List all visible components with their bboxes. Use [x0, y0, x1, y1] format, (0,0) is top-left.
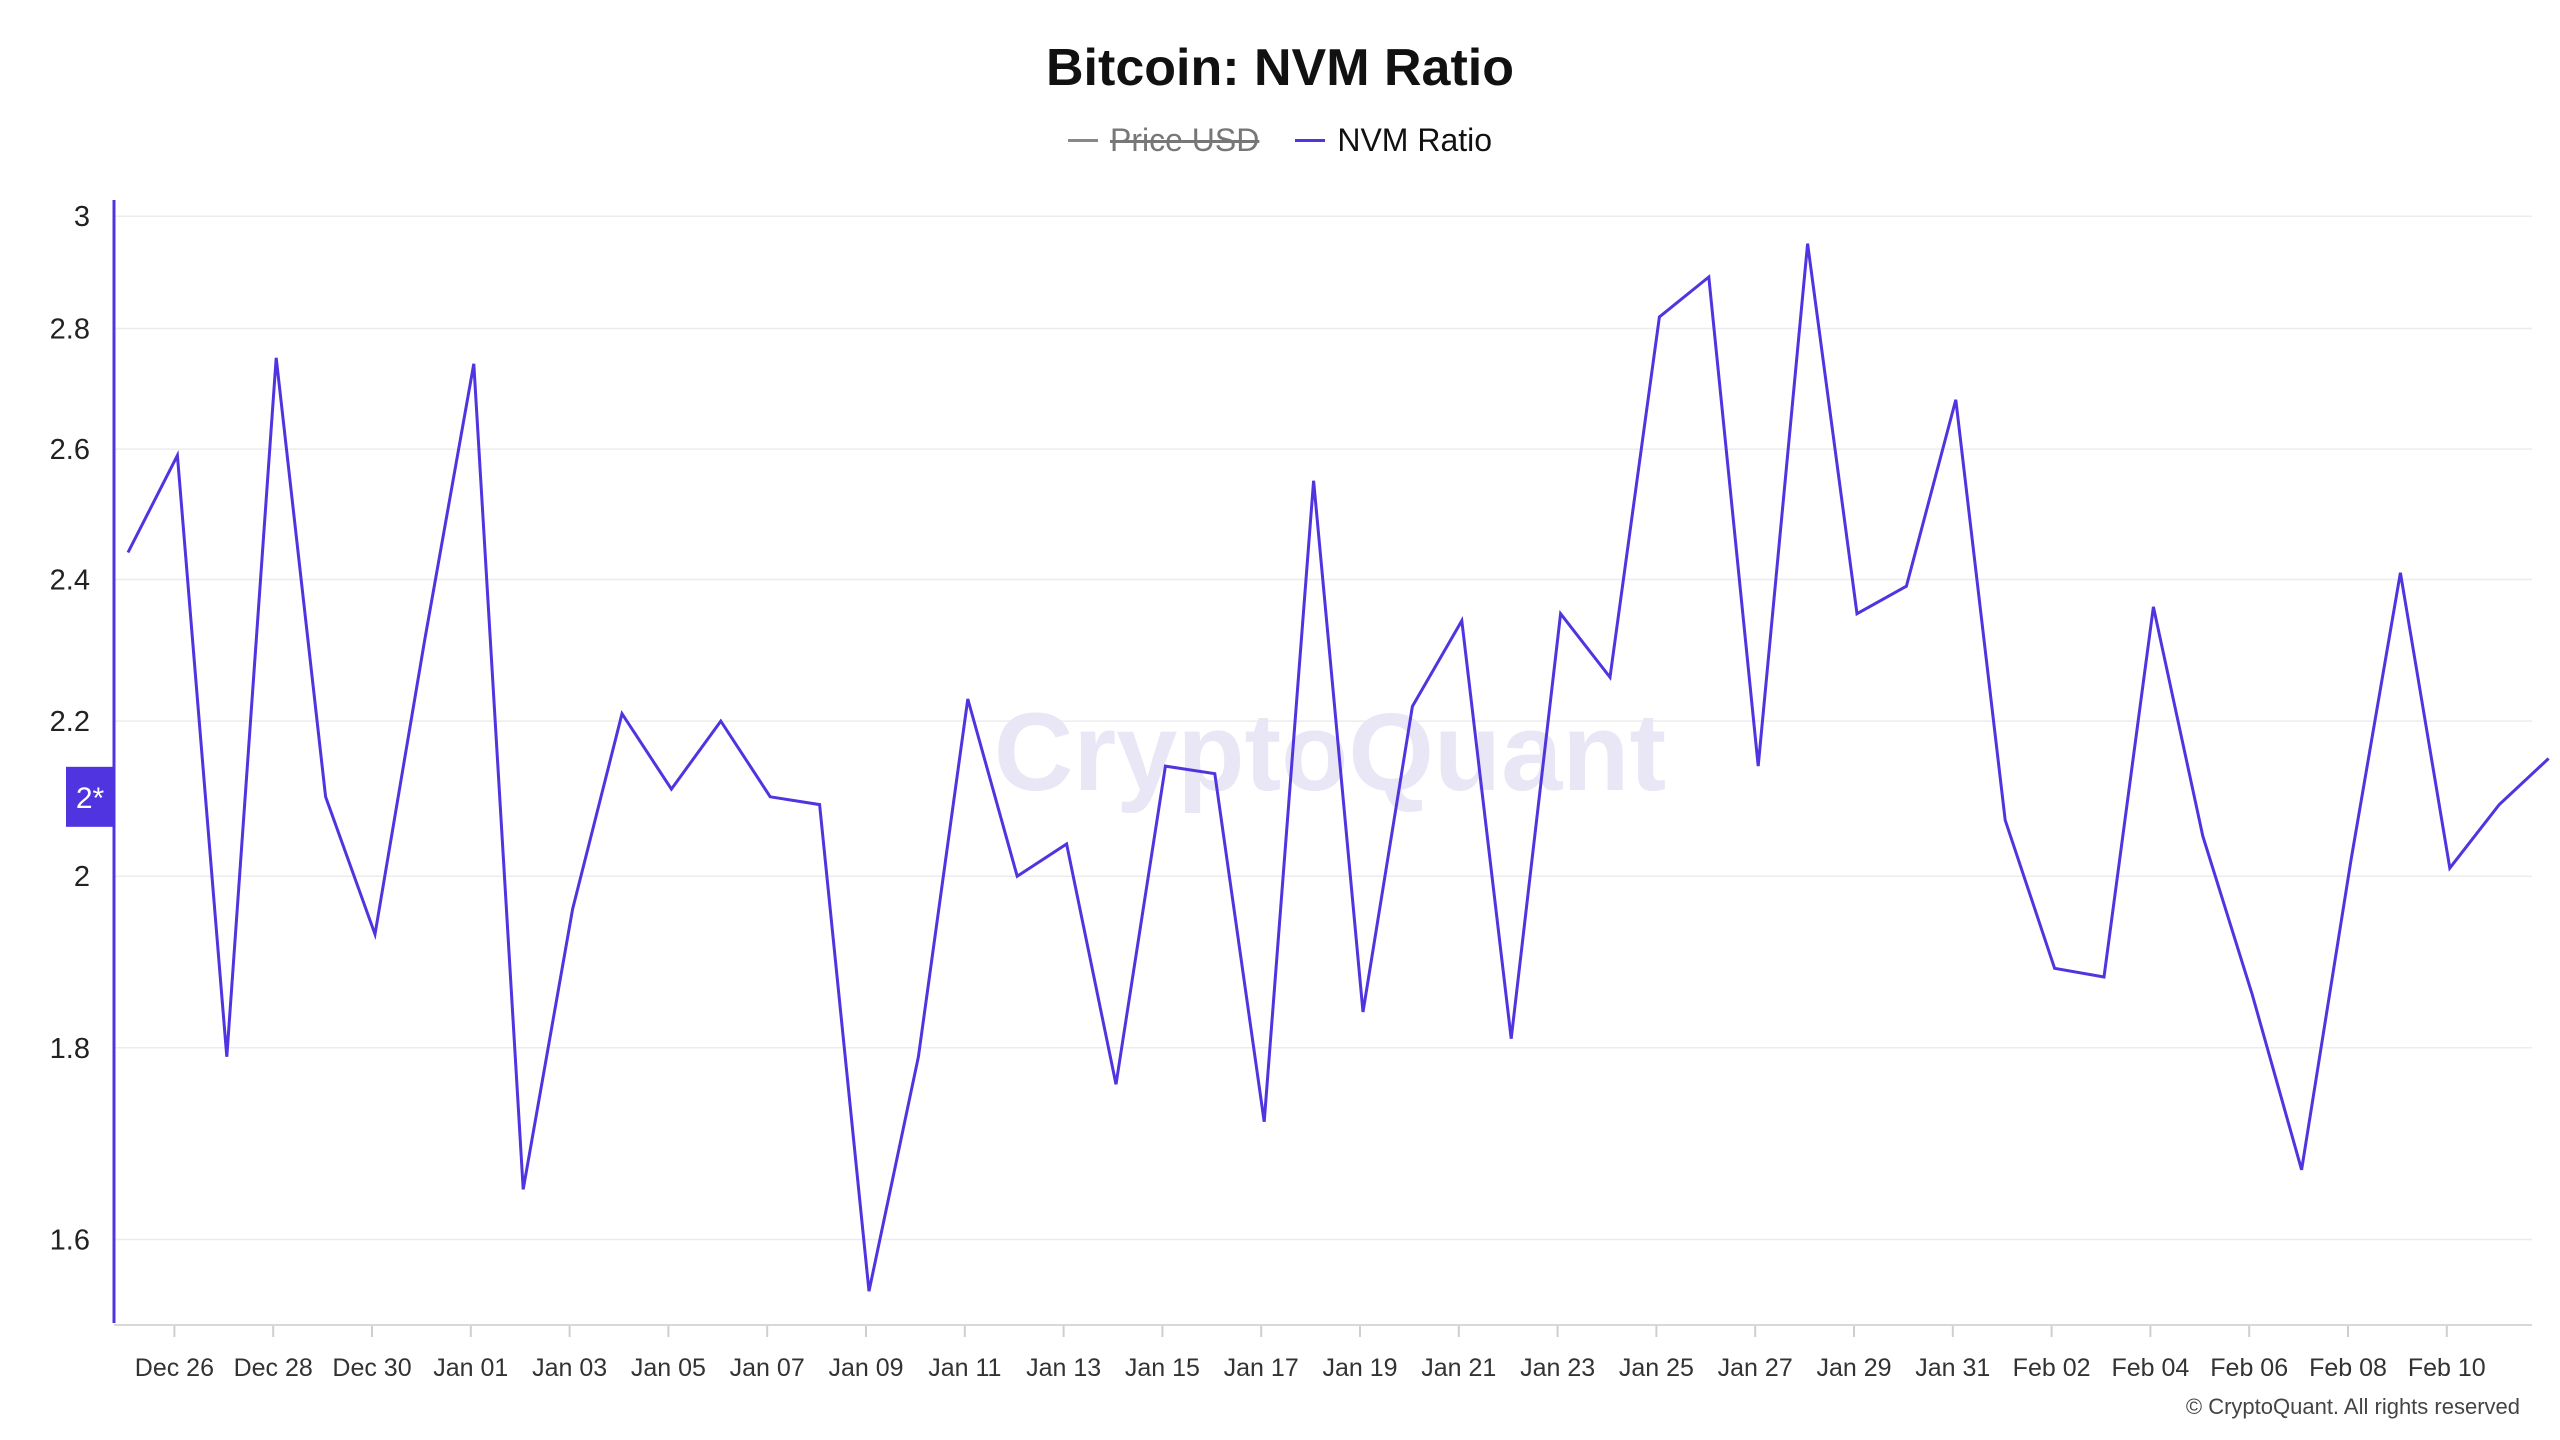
y-tick-label: 2.8	[50, 314, 90, 346]
series-line-nvm-ratio	[126, 243, 2550, 1292]
x-tick-label: Dec 26	[135, 1354, 214, 1382]
x-tick-label: Jan 15	[1125, 1354, 1200, 1382]
y-marker-box	[66, 766, 114, 827]
x-tick-label: Jan 23	[1520, 1354, 1595, 1382]
y-tick-label: 3	[74, 201, 90, 233]
x-tick-label: Jan 13	[1026, 1354, 1101, 1382]
x-tick-label: Feb 10	[2408, 1354, 2486, 1382]
x-tick-label: Feb 08	[2309, 1354, 2387, 1382]
x-tick-label: Jan 03	[532, 1354, 607, 1382]
y-tick-label: 1.8	[50, 1033, 90, 1065]
y-tick-label: 1.6	[50, 1225, 90, 1257]
legend: Price USD NVM Ratio	[0, 122, 2560, 159]
x-tick-label: Jan 29	[1816, 1354, 1891, 1382]
y-tick-label: 2.2	[50, 706, 90, 738]
x-tick-label: Jan 21	[1421, 1354, 1496, 1382]
y-axis-marker: 2*	[66, 766, 114, 827]
x-tick-label: Jan 27	[1718, 1354, 1793, 1382]
y-tick-label: 2.6	[50, 434, 90, 466]
x-tick-label: Jan 05	[631, 1354, 706, 1382]
x-tick-label: Jan 11	[928, 1354, 1001, 1382]
copyright-text: © CryptoQuant. All rights reserved	[2185, 1394, 2520, 1419]
y-tick-label: 2	[74, 861, 90, 893]
x-tick-label: Feb 06	[2210, 1354, 2288, 1382]
axes	[112, 200, 2532, 1326]
legend-label-price-usd: Price USD	[1109, 122, 1260, 158]
y-axis-ticks: 1.6 1.8 2 2.2 2.4 2.6 2.8 3	[50, 201, 90, 1256]
x-tick-label: Jan 01	[433, 1354, 508, 1382]
x-tick-label: Feb 02	[2013, 1354, 2091, 1382]
y-marker-label: 2*	[76, 782, 105, 815]
chart-title: Bitcoin: NVM Ratio	[1046, 39, 1514, 97]
grid-lines	[114, 215, 2532, 1241]
watermark: CryptoQuant	[994, 691, 1666, 814]
x-tick-label: Jan 19	[1322, 1354, 1397, 1382]
x-tick-label: Jan 25	[1619, 1354, 1694, 1382]
x-tick-label: Jan 07	[730, 1354, 805, 1382]
series-layer	[126, 243, 2550, 1292]
legend-label-nvm-ratio: NVM Ratio	[1337, 122, 1493, 158]
legend-swatch-price-usd	[1067, 139, 1098, 142]
x-tick-label: Jan 09	[828, 1354, 903, 1382]
y-tick-label: 2.4	[50, 564, 90, 596]
legend-item-nvm-ratio[interactable]: NVM Ratio	[1295, 122, 1492, 159]
x-tick-label: Feb 04	[2111, 1354, 2189, 1382]
x-tick-label: Jan 17	[1224, 1354, 1299, 1382]
legend-item-price-usd[interactable]: Price USD	[1067, 122, 1260, 159]
legend-swatch-nvm-ratio	[1295, 139, 1326, 142]
x-tick-label: Dec 30	[332, 1354, 411, 1382]
x-tick-label: Jan 31	[1915, 1354, 1990, 1382]
x-tick-label: Dec 28	[234, 1354, 313, 1382]
x-axis-ticks: Dec 26 Dec 28 Dec 30 Jan 01 Jan 03 Jan 05 Jan …	[135, 1325, 2486, 1382]
